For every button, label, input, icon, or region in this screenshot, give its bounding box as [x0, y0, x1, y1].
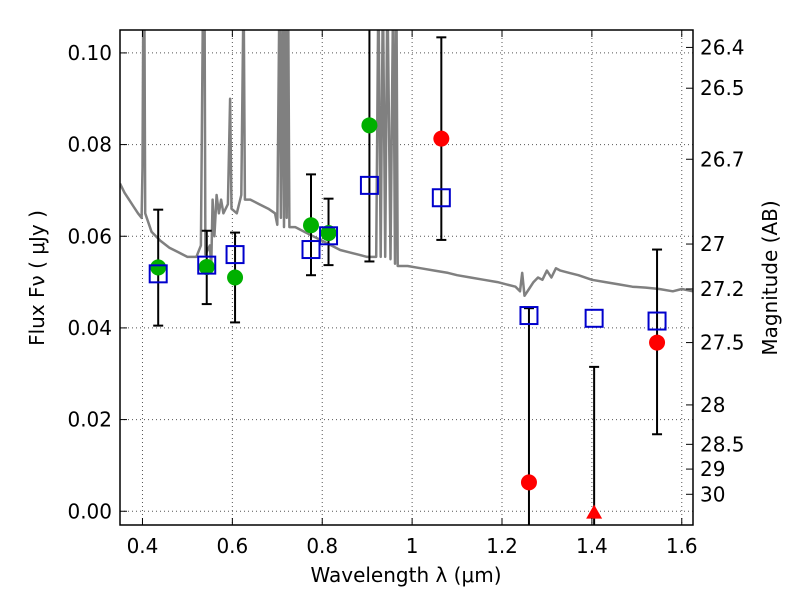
mag-tick-label: 28.5 — [700, 432, 745, 456]
x-tick-label: 0.8 — [306, 534, 338, 558]
y-tick-label: 0.08 — [67, 133, 112, 157]
model-photometry-point — [197, 255, 217, 275]
observed-red-point — [520, 474, 537, 491]
mag-tick-label: 26.7 — [700, 147, 745, 171]
y-tick-label: 0.00 — [67, 499, 112, 523]
y-tick-label: 0.06 — [67, 224, 112, 248]
x-axis-label: Wavelength λ (μm) — [310, 563, 501, 587]
mag-tick-label: 27.5 — [700, 331, 745, 355]
mag-tick-label: 29 — [700, 457, 725, 481]
y-tick-label: 0.10 — [67, 41, 112, 65]
y-tick-label: 0.04 — [67, 316, 112, 340]
model-photometry-point — [584, 308, 604, 328]
x-tick-label: 1.2 — [486, 534, 518, 558]
model-photometry-point — [148, 264, 168, 284]
observed-green-point — [320, 225, 337, 242]
observed-green-point — [227, 269, 244, 286]
mag-tick-label: 27.2 — [700, 277, 745, 301]
mag-tick-label: 26.4 — [700, 35, 745, 59]
model-photometry-point — [225, 245, 245, 265]
plot-frame — [119, 29, 694, 526]
mag-tick-label: 26.5 — [700, 76, 745, 100]
model-spectrum-layer — [120, 30, 693, 298]
model-photometry-point — [319, 226, 339, 246]
model-photometry-point — [647, 311, 667, 331]
x-tick-label: 0.6 — [216, 534, 248, 558]
markers-layer — [148, 117, 667, 519]
model-spectrum-line — [120, 30, 693, 298]
mag-tick-label: 30 — [700, 482, 725, 506]
observed-green-point — [361, 117, 378, 134]
model-photometry-point — [301, 240, 321, 260]
model-photometry-point — [431, 188, 451, 208]
y-tick-label: 0.02 — [67, 408, 112, 432]
observed-green-point — [198, 258, 215, 275]
grid-lines — [120, 30, 693, 525]
y-axis-label: Flux Fν ( μJy ) — [25, 210, 49, 346]
model-photometry-point — [519, 306, 539, 326]
model-photometry-point — [359, 175, 379, 195]
upper-limit-point — [586, 504, 603, 519]
observed-green-point — [150, 259, 167, 276]
x-tick-label: 1.6 — [666, 534, 698, 558]
x-tick-label: 0.4 — [127, 534, 159, 558]
mag-tick-label: 27 — [700, 232, 725, 256]
axis-ticks: 0.4 0.6 0.8 1 1.2 1.4 1.6 0.00 0.02 0.04 0.06 0.08 0… — [67, 30, 745, 558]
observed-red-point — [649, 334, 666, 351]
x-tick-label: 1.4 — [576, 534, 608, 558]
observed-green-point — [303, 217, 319, 234]
observed-red-point — [433, 130, 450, 147]
y2-axis-label: Magnitude (AB) — [758, 200, 782, 355]
x-tick-label: 1 — [406, 534, 419, 558]
mag-tick-label: 28 — [700, 393, 725, 417]
